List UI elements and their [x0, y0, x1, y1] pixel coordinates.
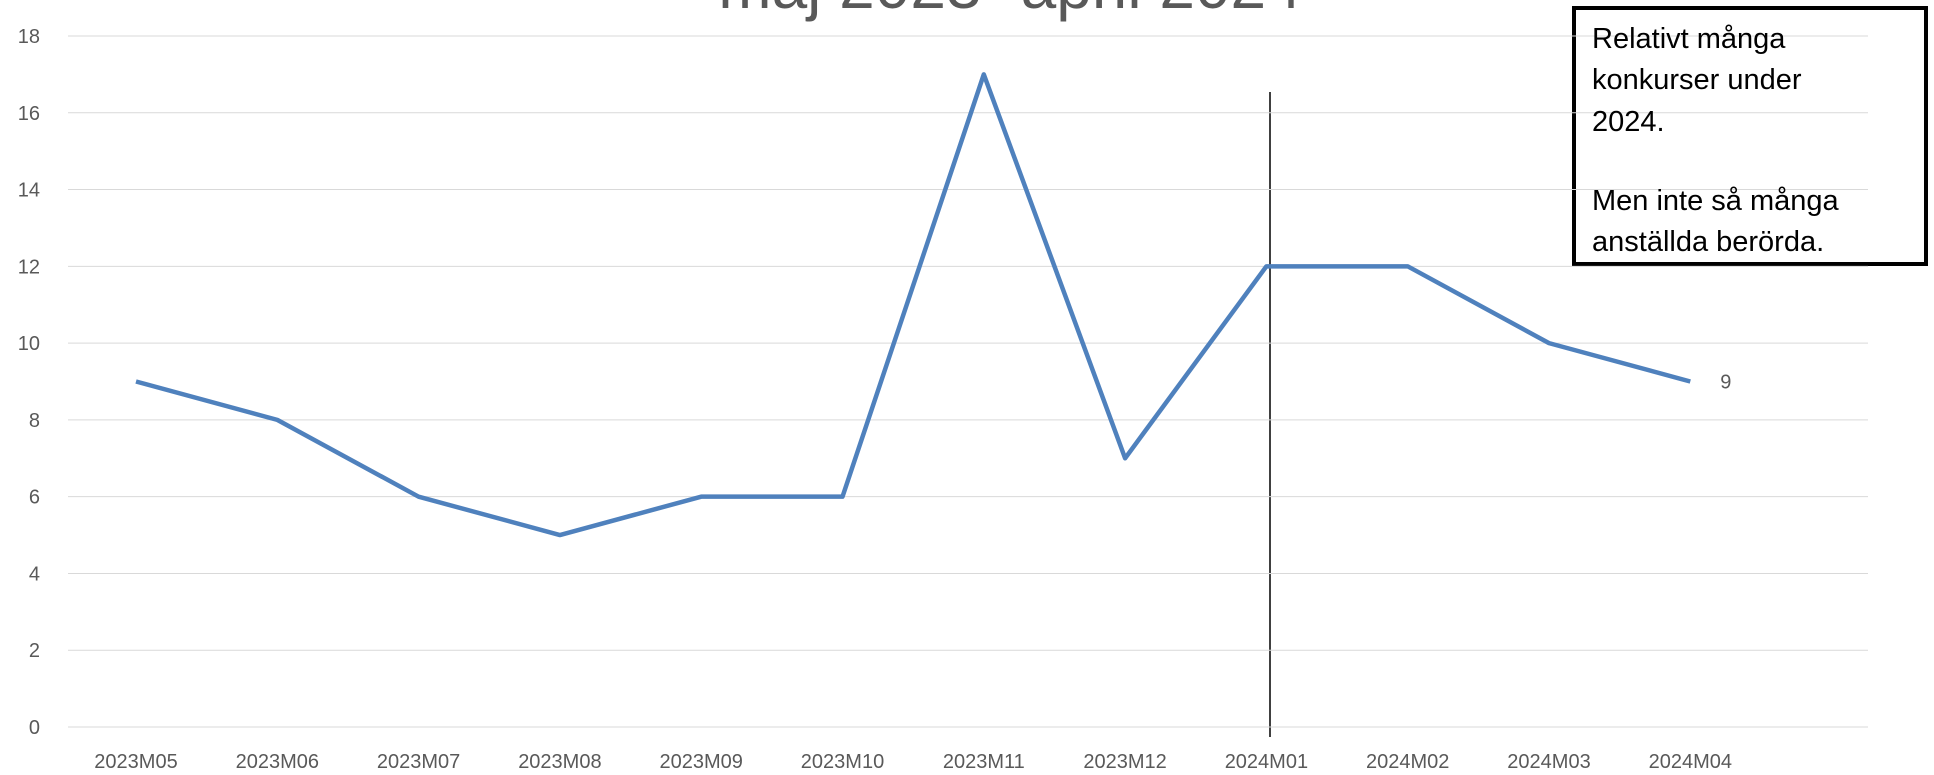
- annotation-box: [1572, 6, 1928, 266]
- x-tick-label: 2023M12: [1083, 751, 1166, 773]
- y-tick-label: 2: [29, 640, 40, 662]
- annotation-text: Men inte så många: [1592, 185, 1840, 217]
- x-tick-label: 2023M11: [943, 751, 1025, 773]
- annotation-text: konkurser under: [1592, 64, 1802, 96]
- x-tick-label: 2024M04: [1649, 751, 1732, 773]
- data-line: [135, 72, 1691, 538]
- y-tick-label: 16: [18, 103, 40, 125]
- y-tick-label: 0: [29, 717, 40, 739]
- x-tick-label: 2024M01: [1225, 751, 1308, 773]
- x-tick-label: 2023M06: [236, 751, 319, 773]
- x-tick-label: 2023M10: [801, 751, 884, 773]
- y-tick-label: 4: [29, 563, 40, 585]
- x-tick-label: 2024M02: [1366, 751, 1449, 773]
- y-tick-label: 10: [18, 333, 40, 355]
- y-tick-label: 12: [18, 256, 40, 278]
- y-tick-label: 14: [18, 180, 40, 202]
- annotation-text: anställda berörda.: [1592, 226, 1824, 258]
- chart-title: maj 2023- april 2024: [718, 0, 1301, 22]
- x-tick-label: 2023M09: [659, 751, 742, 773]
- x-tick-label: 2023M05: [94, 751, 177, 773]
- x-tick-label: 2023M08: [518, 751, 601, 773]
- y-tick-label: 6: [29, 487, 40, 509]
- annotation-text: Relativt många: [1592, 23, 1786, 55]
- x-tick-label: 2024M03: [1507, 751, 1590, 773]
- x-tick-label: 2023M07: [377, 751, 460, 773]
- y-tick-label: 8: [29, 410, 40, 432]
- data-label: 9: [1720, 372, 1731, 394]
- y-tick-label: 18: [18, 26, 40, 48]
- annotation-text: 2024.: [1592, 106, 1665, 138]
